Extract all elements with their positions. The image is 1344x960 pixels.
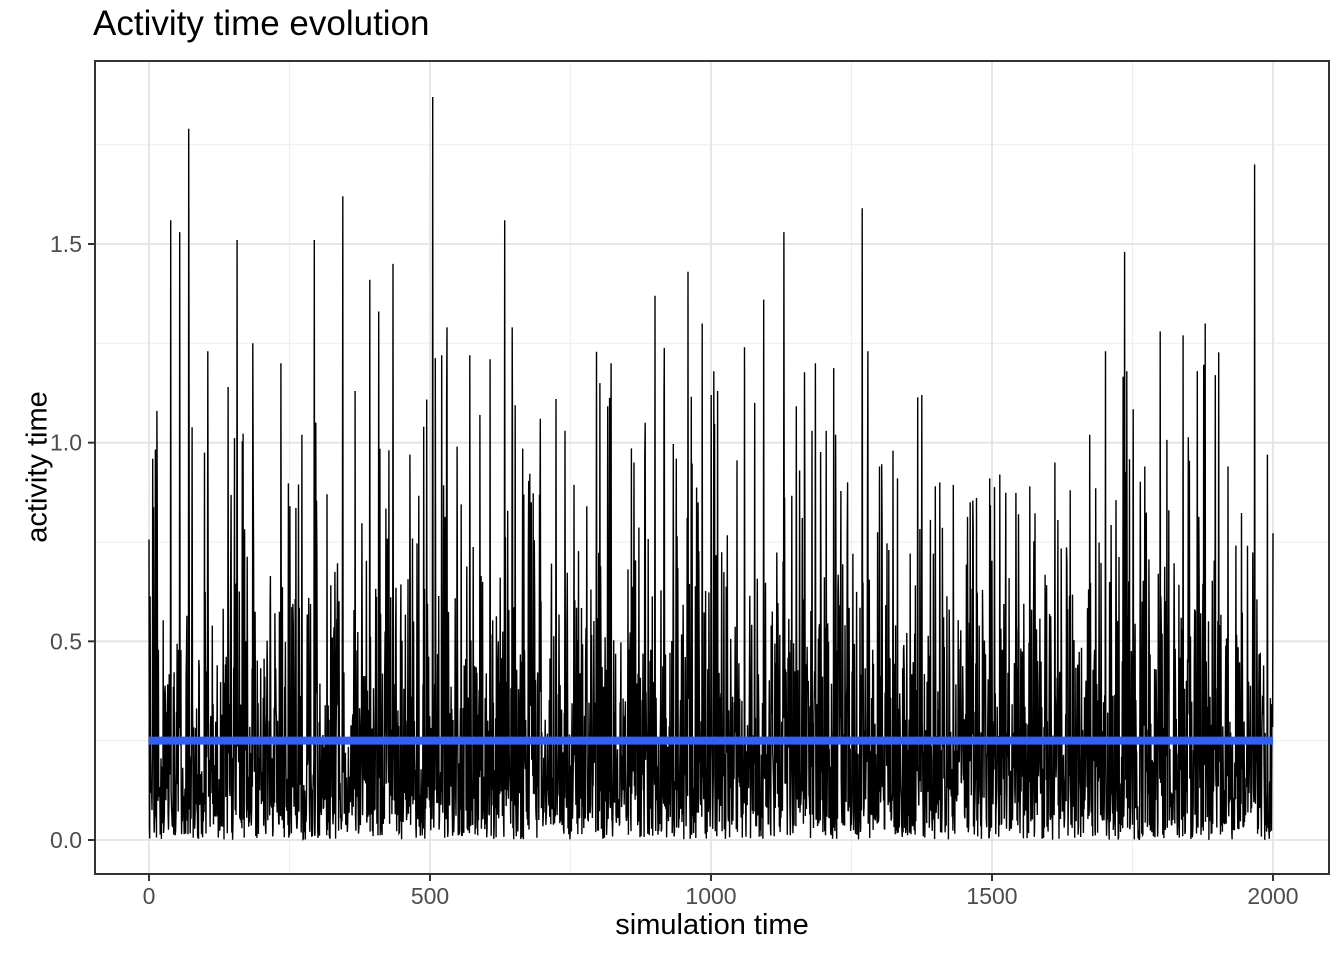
y-tick-label: 0.0 <box>50 827 82 853</box>
y-tick-label: 1.0 <box>50 430 82 456</box>
y-tick-label: 1.5 <box>50 231 82 257</box>
x-tick-label: 0 <box>143 883 156 909</box>
x-tick-label: 2000 <box>1247 883 1298 909</box>
x-tick-label: 1500 <box>966 883 1017 909</box>
activity-time-series <box>148 96 1274 841</box>
x-axis-title: simulation time <box>615 909 809 941</box>
x-tick-label: 1000 <box>685 883 736 909</box>
y-tick-label: 0.5 <box>50 628 82 654</box>
chart-title: Activity time evolution <box>93 4 430 43</box>
x-tick-label: 500 <box>411 883 449 909</box>
